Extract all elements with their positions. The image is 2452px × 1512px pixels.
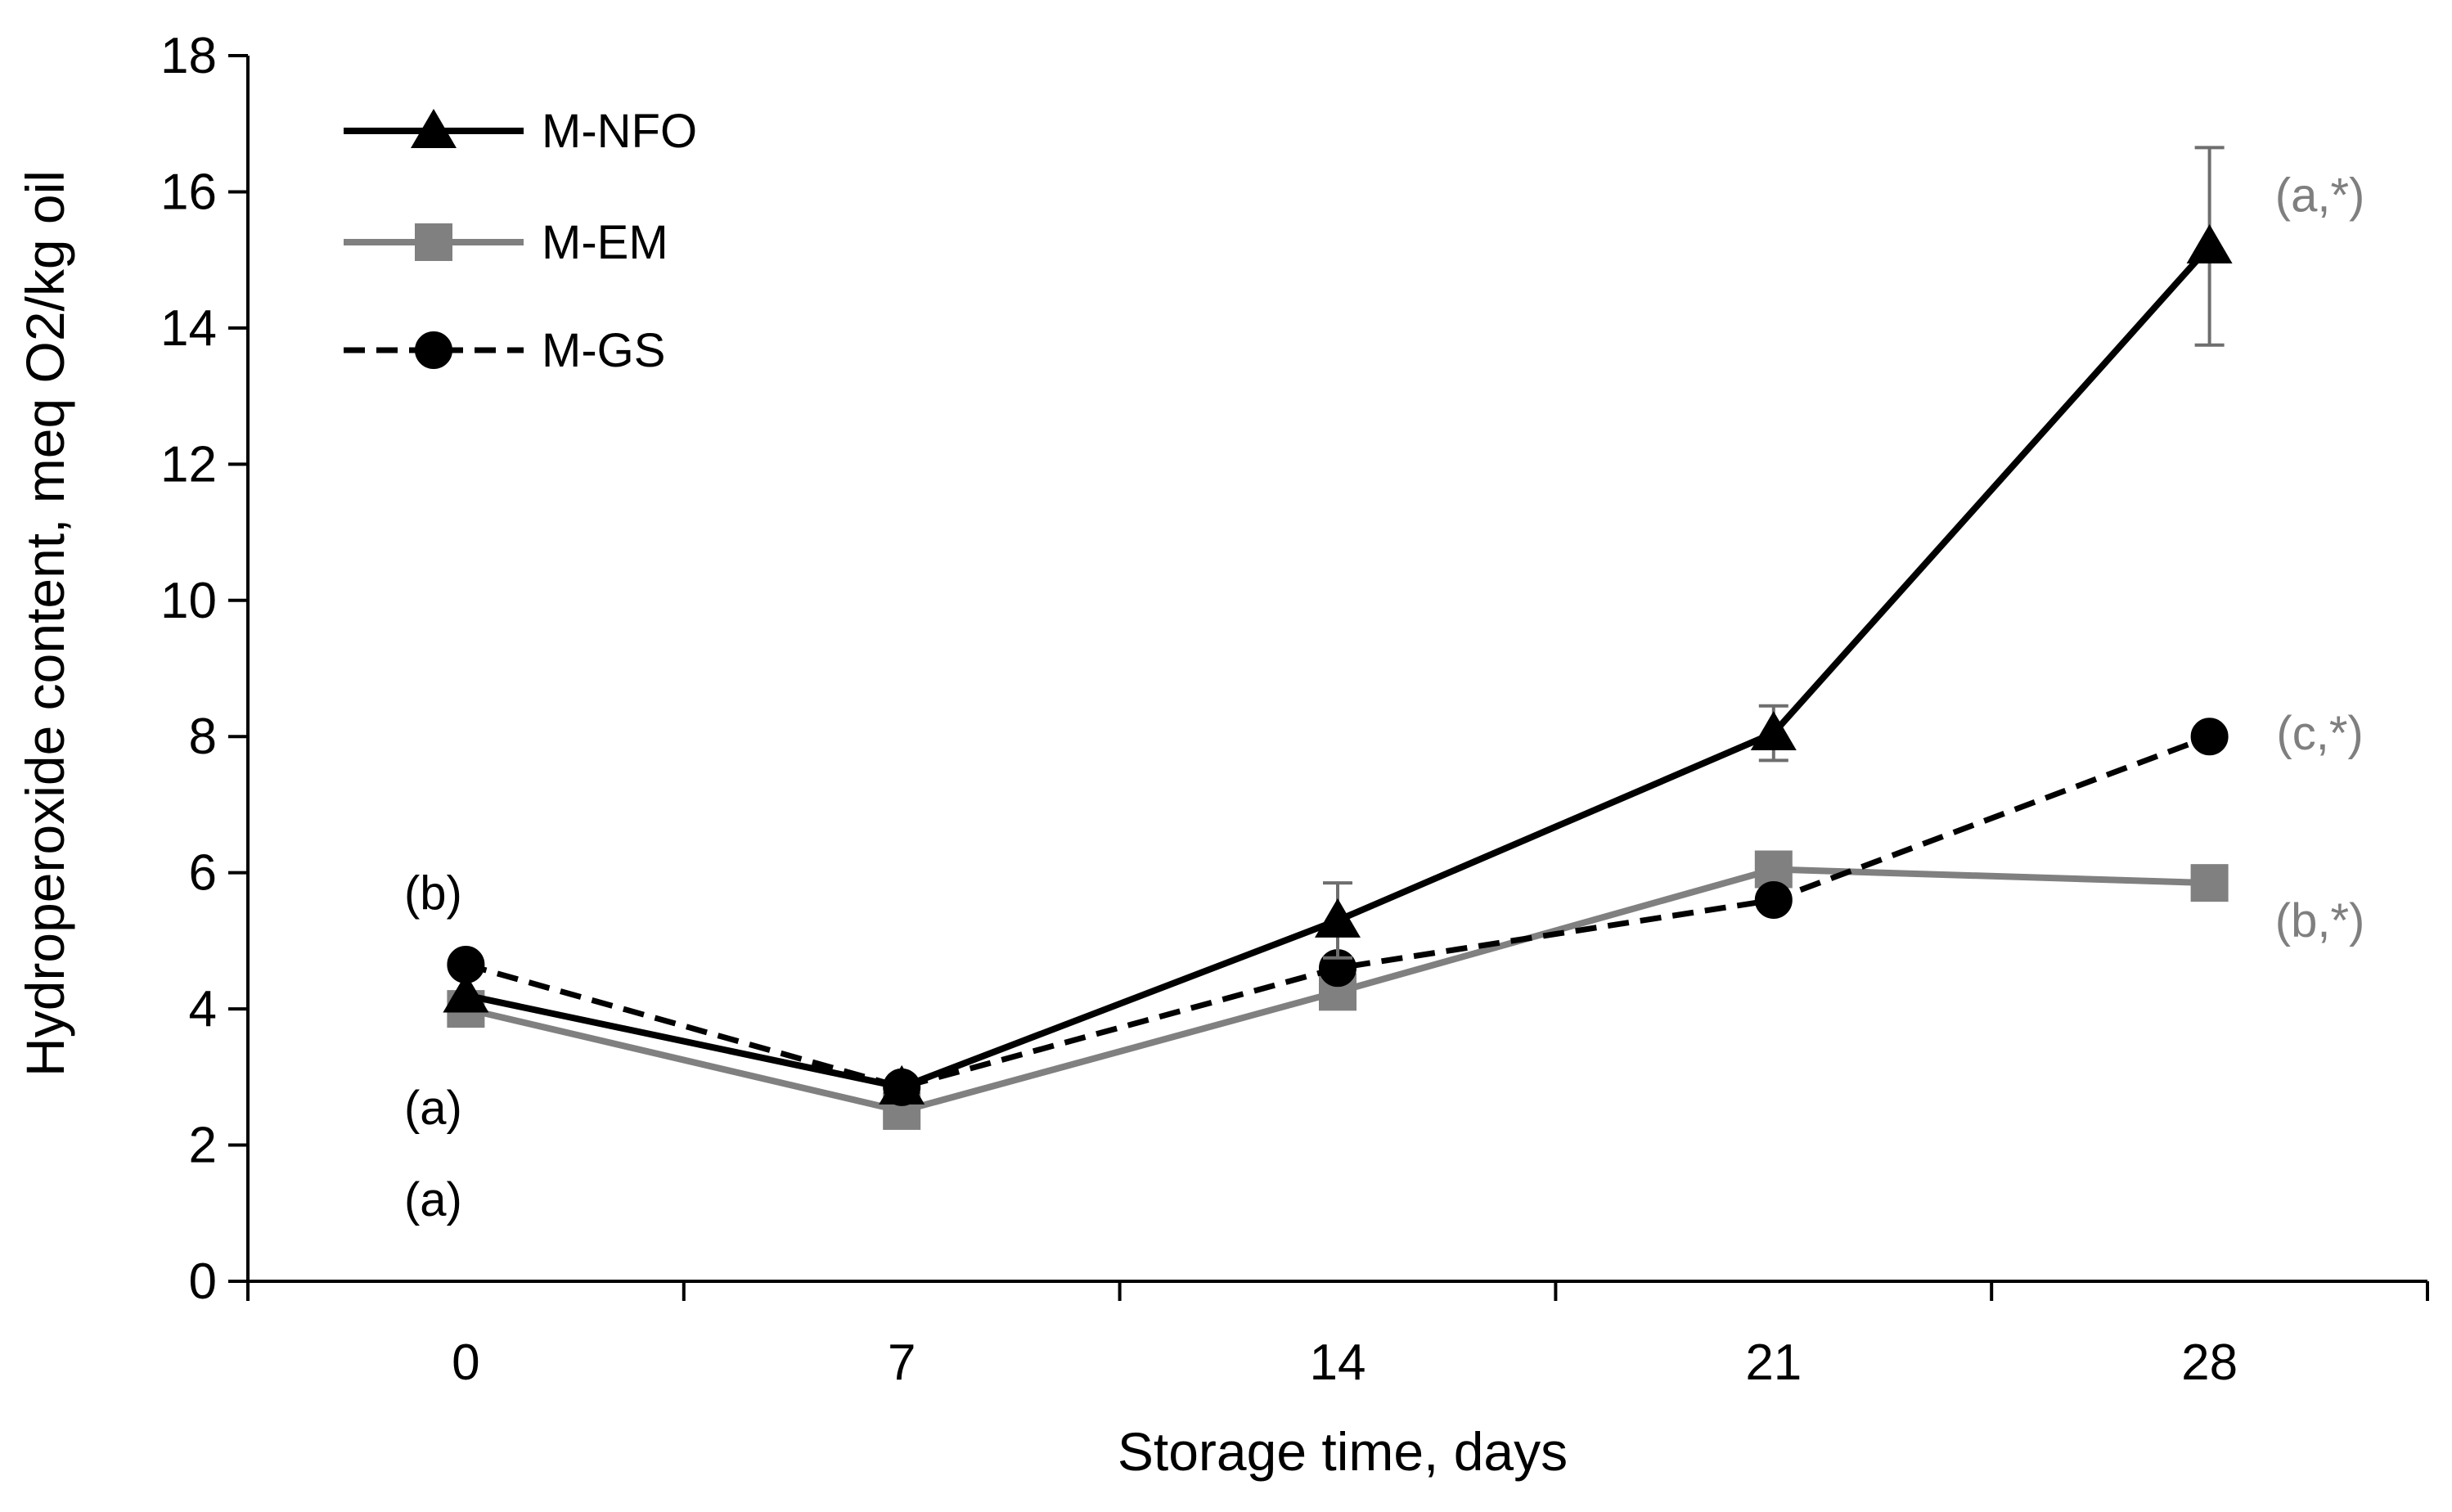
series-m-nfo: [443, 146, 2233, 1105]
y-tick-label: 6: [189, 845, 217, 902]
x-axis-title: Storage time, days: [1118, 1421, 1568, 1482]
y-tick-label: 10: [160, 573, 217, 629]
annotation-label: (b): [404, 867, 462, 920]
axes: 0 2 4 6 8 10 12 14 16 18 0 7 14 21 28: [160, 28, 2429, 1391]
data-point: [1754, 880, 1793, 919]
x-tick-label: 21: [1745, 1334, 1802, 1391]
y-tick-label: 4: [189, 981, 217, 1037]
x-tick-label: 7: [888, 1334, 916, 1391]
y-axis-title: Hydroperoxide content, meq O2/kg oil: [15, 170, 75, 1077]
y-tick-label: 18: [160, 28, 217, 84]
legend-marker: [415, 223, 452, 261]
legend-label: M-EM: [542, 216, 668, 269]
y-tick-label: 12: [160, 436, 217, 493]
legend-item-m-nfo: M-NFO: [344, 105, 697, 158]
data-point: [1750, 711, 1797, 751]
legend-label: M-GS: [542, 324, 665, 377]
data-point: [879, 1064, 925, 1105]
annotation-label: (b,*): [2275, 894, 2365, 947]
legend-item-m-gs: M-GS: [344, 324, 665, 377]
y-tick-label: 0: [189, 1253, 217, 1310]
data-point: [2186, 224, 2233, 264]
annotation-label: (a): [404, 1173, 462, 1226]
y-tick-label: 8: [189, 709, 217, 765]
annotation-label: (a): [404, 1082, 462, 1135]
legend-marker: [411, 109, 457, 148]
series-layer: [443, 146, 2233, 1130]
annotation-label: (a,*): [2275, 169, 2365, 223]
legend-label: M-NFO: [542, 105, 697, 158]
annotation-layer: (b) (a) (a) (a,*) (c,*) (b,*): [404, 169, 2364, 1227]
legend: M-NFO M-EM M-GS: [344, 105, 697, 377]
x-tick-label: 14: [1310, 1334, 1366, 1391]
y-tick-label: 2: [189, 1118, 217, 1174]
x-tick-label: 0: [452, 1334, 479, 1391]
data-point: [1315, 898, 1361, 938]
x-tick-label: 28: [2181, 1334, 2238, 1391]
y-tick-label: 16: [160, 164, 217, 220]
y-tick-label: 14: [160, 300, 217, 357]
annotation-label: (c,*): [2276, 707, 2363, 760]
data-point: [443, 973, 489, 1013]
data-point: [2190, 864, 2229, 902]
legend-item-m-em: M-EM: [344, 216, 668, 269]
legend-marker: [415, 331, 452, 369]
data-point: [2190, 718, 2229, 756]
